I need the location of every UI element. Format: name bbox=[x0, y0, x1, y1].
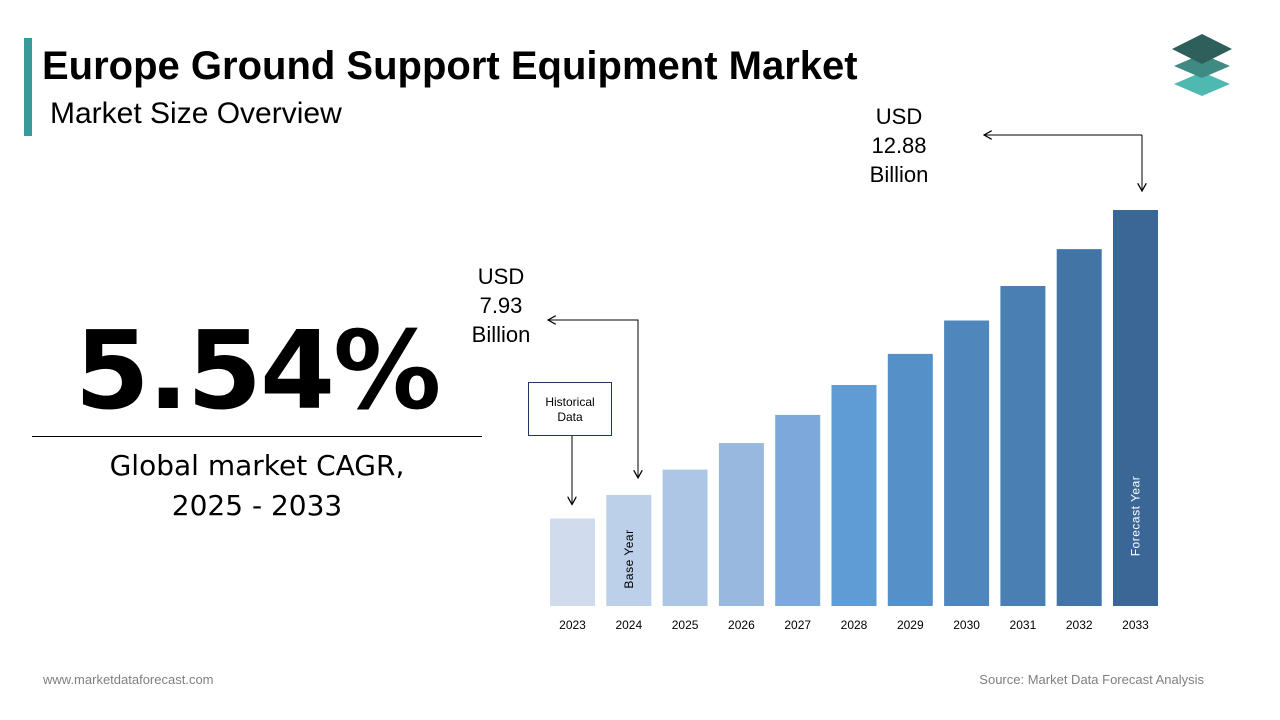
forecast-value-label-line3: Billion bbox=[870, 162, 929, 187]
logo-layer-top bbox=[1172, 34, 1232, 64]
cagr-caption-line2: 2025 - 2033 bbox=[171, 489, 343, 522]
x-tick-label-2026: 2026 bbox=[728, 618, 755, 632]
cagr-caption: Global market CAGR, 2025 - 2033 bbox=[32, 446, 482, 526]
x-tick-label-2032: 2032 bbox=[1066, 618, 1093, 632]
base-value-label-line1: USD bbox=[478, 264, 524, 289]
bar-2032 bbox=[1056, 249, 1102, 607]
bar-2024 bbox=[606, 494, 652, 606]
forecast-value-label-line1: USD bbox=[876, 104, 922, 129]
historical-data-box bbox=[528, 382, 612, 436]
cagr-caption-line1: Global market CAGR, bbox=[109, 449, 405, 482]
bar-2033 bbox=[1113, 210, 1158, 606]
x-tick-label-2024: 2024 bbox=[615, 618, 642, 632]
x-tick-label-2028: 2028 bbox=[841, 618, 868, 632]
forecast-value-label-line2: 12.88 bbox=[871, 133, 926, 158]
bar-2030 bbox=[944, 320, 990, 606]
x-tick-label-2023: 2023 bbox=[559, 618, 586, 632]
logo-layer-bottom bbox=[1174, 72, 1230, 96]
x-tick-label-2031: 2031 bbox=[1010, 618, 1037, 632]
bar-label-forecast-year: Forecast Year bbox=[1129, 476, 1143, 557]
base-value-label-line2: 7.93 bbox=[480, 293, 523, 318]
footer-source: Source: Market Data Forecast Analysis bbox=[979, 672, 1204, 687]
cagr-value: 5.54% bbox=[74, 309, 442, 434]
cagr-divider bbox=[32, 436, 482, 437]
x-tick-label-2025: 2025 bbox=[672, 618, 699, 632]
historical-data-label-line1: Historical bbox=[545, 395, 594, 409]
bar-label-base-year: Base Year bbox=[622, 529, 636, 588]
x-tick-label-2033: 2033 bbox=[1122, 618, 1149, 632]
historical-data-label-line2: Data bbox=[557, 410, 583, 424]
logo-layer-middle bbox=[1174, 54, 1230, 78]
page-title: Europe Ground Support Equipment Market bbox=[42, 44, 858, 88]
bar-2027 bbox=[775, 414, 821, 606]
base-value-label-line3: Billion bbox=[472, 322, 531, 347]
x-tick-label-2029: 2029 bbox=[897, 618, 924, 632]
bar-2026 bbox=[718, 443, 764, 606]
footer-website: www.marketdataforecast.com bbox=[43, 672, 214, 687]
x-tick-label-2030: 2030 bbox=[953, 618, 980, 632]
bar-2031 bbox=[1000, 285, 1046, 606]
title-accent-bar bbox=[24, 38, 32, 136]
bar-2029 bbox=[887, 353, 933, 606]
x-tick-label-2027: 2027 bbox=[784, 618, 811, 632]
page-subtitle: Market Size Overview bbox=[50, 97, 342, 130]
bar-2023 bbox=[550, 518, 595, 606]
bar-2028 bbox=[831, 384, 877, 606]
stacked-layers-icon bbox=[1172, 34, 1232, 96]
bar-2025 bbox=[662, 469, 708, 606]
